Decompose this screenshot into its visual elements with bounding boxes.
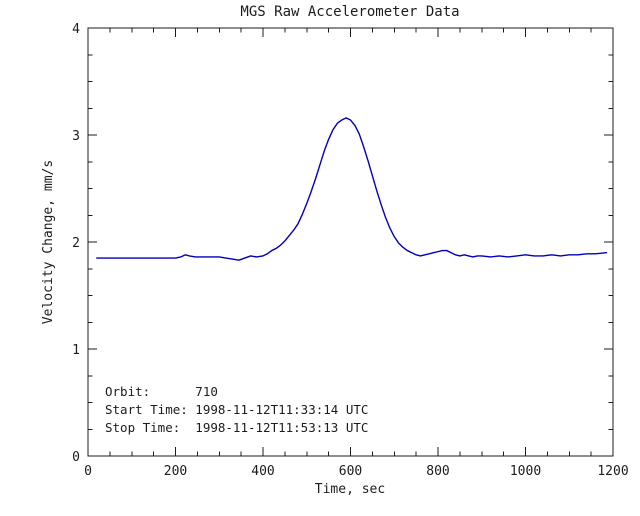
x-tick-label: 200	[164, 464, 187, 479]
y-tick-label: 4	[72, 22, 80, 37]
y-tick-label: 0	[72, 450, 80, 465]
x-axis-label: Time, sec	[315, 482, 385, 497]
x-tick-label: 0	[84, 464, 92, 479]
x-tick-label: 600	[339, 464, 362, 479]
x-tick-label: 1200	[597, 464, 628, 479]
x-tick-label: 400	[251, 464, 274, 479]
y-tick-label: 2	[72, 236, 80, 251]
x-tick-label: 800	[426, 464, 449, 479]
y-tick-label: 3	[72, 129, 80, 144]
plot-area: 0 200 400 600 800 1000 1200 0 1 2 3 4	[72, 22, 628, 479]
data-line-velocity-change	[96, 117, 608, 261]
x-tick-label: 1000	[510, 464, 541, 479]
y-axis-label: Velocity Change, mm/s	[41, 160, 56, 324]
chart-title: MGS Raw Accelerometer Data	[240, 4, 459, 20]
annotation-start-time: Start Time: 1998-11-12T11:33:14 UTC	[105, 402, 368, 417]
annotation-orbit: Orbit: 710	[105, 384, 218, 399]
y-tick-label: 1	[72, 343, 80, 358]
annotation-stop-time: Stop Time: 1998-11-12T11:53:13 UTC	[105, 420, 368, 435]
